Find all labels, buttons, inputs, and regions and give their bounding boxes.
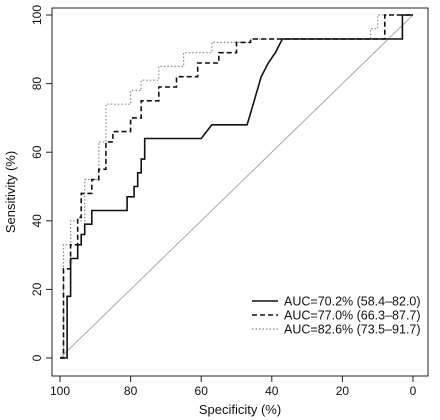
- x-tick-label: 40: [265, 384, 279, 398]
- reference-line: [59, 14, 414, 359]
- reference-diagonal: [59, 14, 414, 359]
- y-tick-label: 100: [30, 5, 44, 25]
- x-tick-label: 0: [410, 384, 417, 398]
- x-tick-label: 100: [50, 384, 70, 398]
- plot-frame: [51, 7, 429, 377]
- legend-label: AUC=82.6% (73.5–91.7): [284, 323, 421, 337]
- x-tick-label: 60: [195, 384, 209, 398]
- legend-label: AUC=77.0% (66.3–87.7): [284, 309, 421, 323]
- y-tick-label: 20: [30, 282, 44, 296]
- x-tick-label: 80: [124, 384, 138, 398]
- y-tick-label: 40: [30, 214, 44, 228]
- x-tick-label: 20: [336, 384, 350, 398]
- x-axis-label: Specificity (%): [199, 402, 281, 417]
- legend: AUC=70.2% (58.4–82.0)AUC=77.0% (66.3–87.…: [252, 295, 421, 337]
- roc-curve-solid: [60, 14, 413, 359]
- y-tick-label: 80: [30, 77, 44, 91]
- roc-curves: [60, 14, 413, 359]
- y-tick-label: 0: [30, 354, 44, 361]
- y-tick-label: 60: [30, 145, 44, 159]
- legend-label: AUC=70.2% (58.4–82.0): [284, 295, 421, 309]
- y-axis-label: Sensitivity (%): [3, 151, 18, 233]
- roc-curve-dashed: [60, 14, 413, 359]
- axis-ticks: 100 80 60 40 20 0 0 20 40 60 80 100: [30, 5, 417, 398]
